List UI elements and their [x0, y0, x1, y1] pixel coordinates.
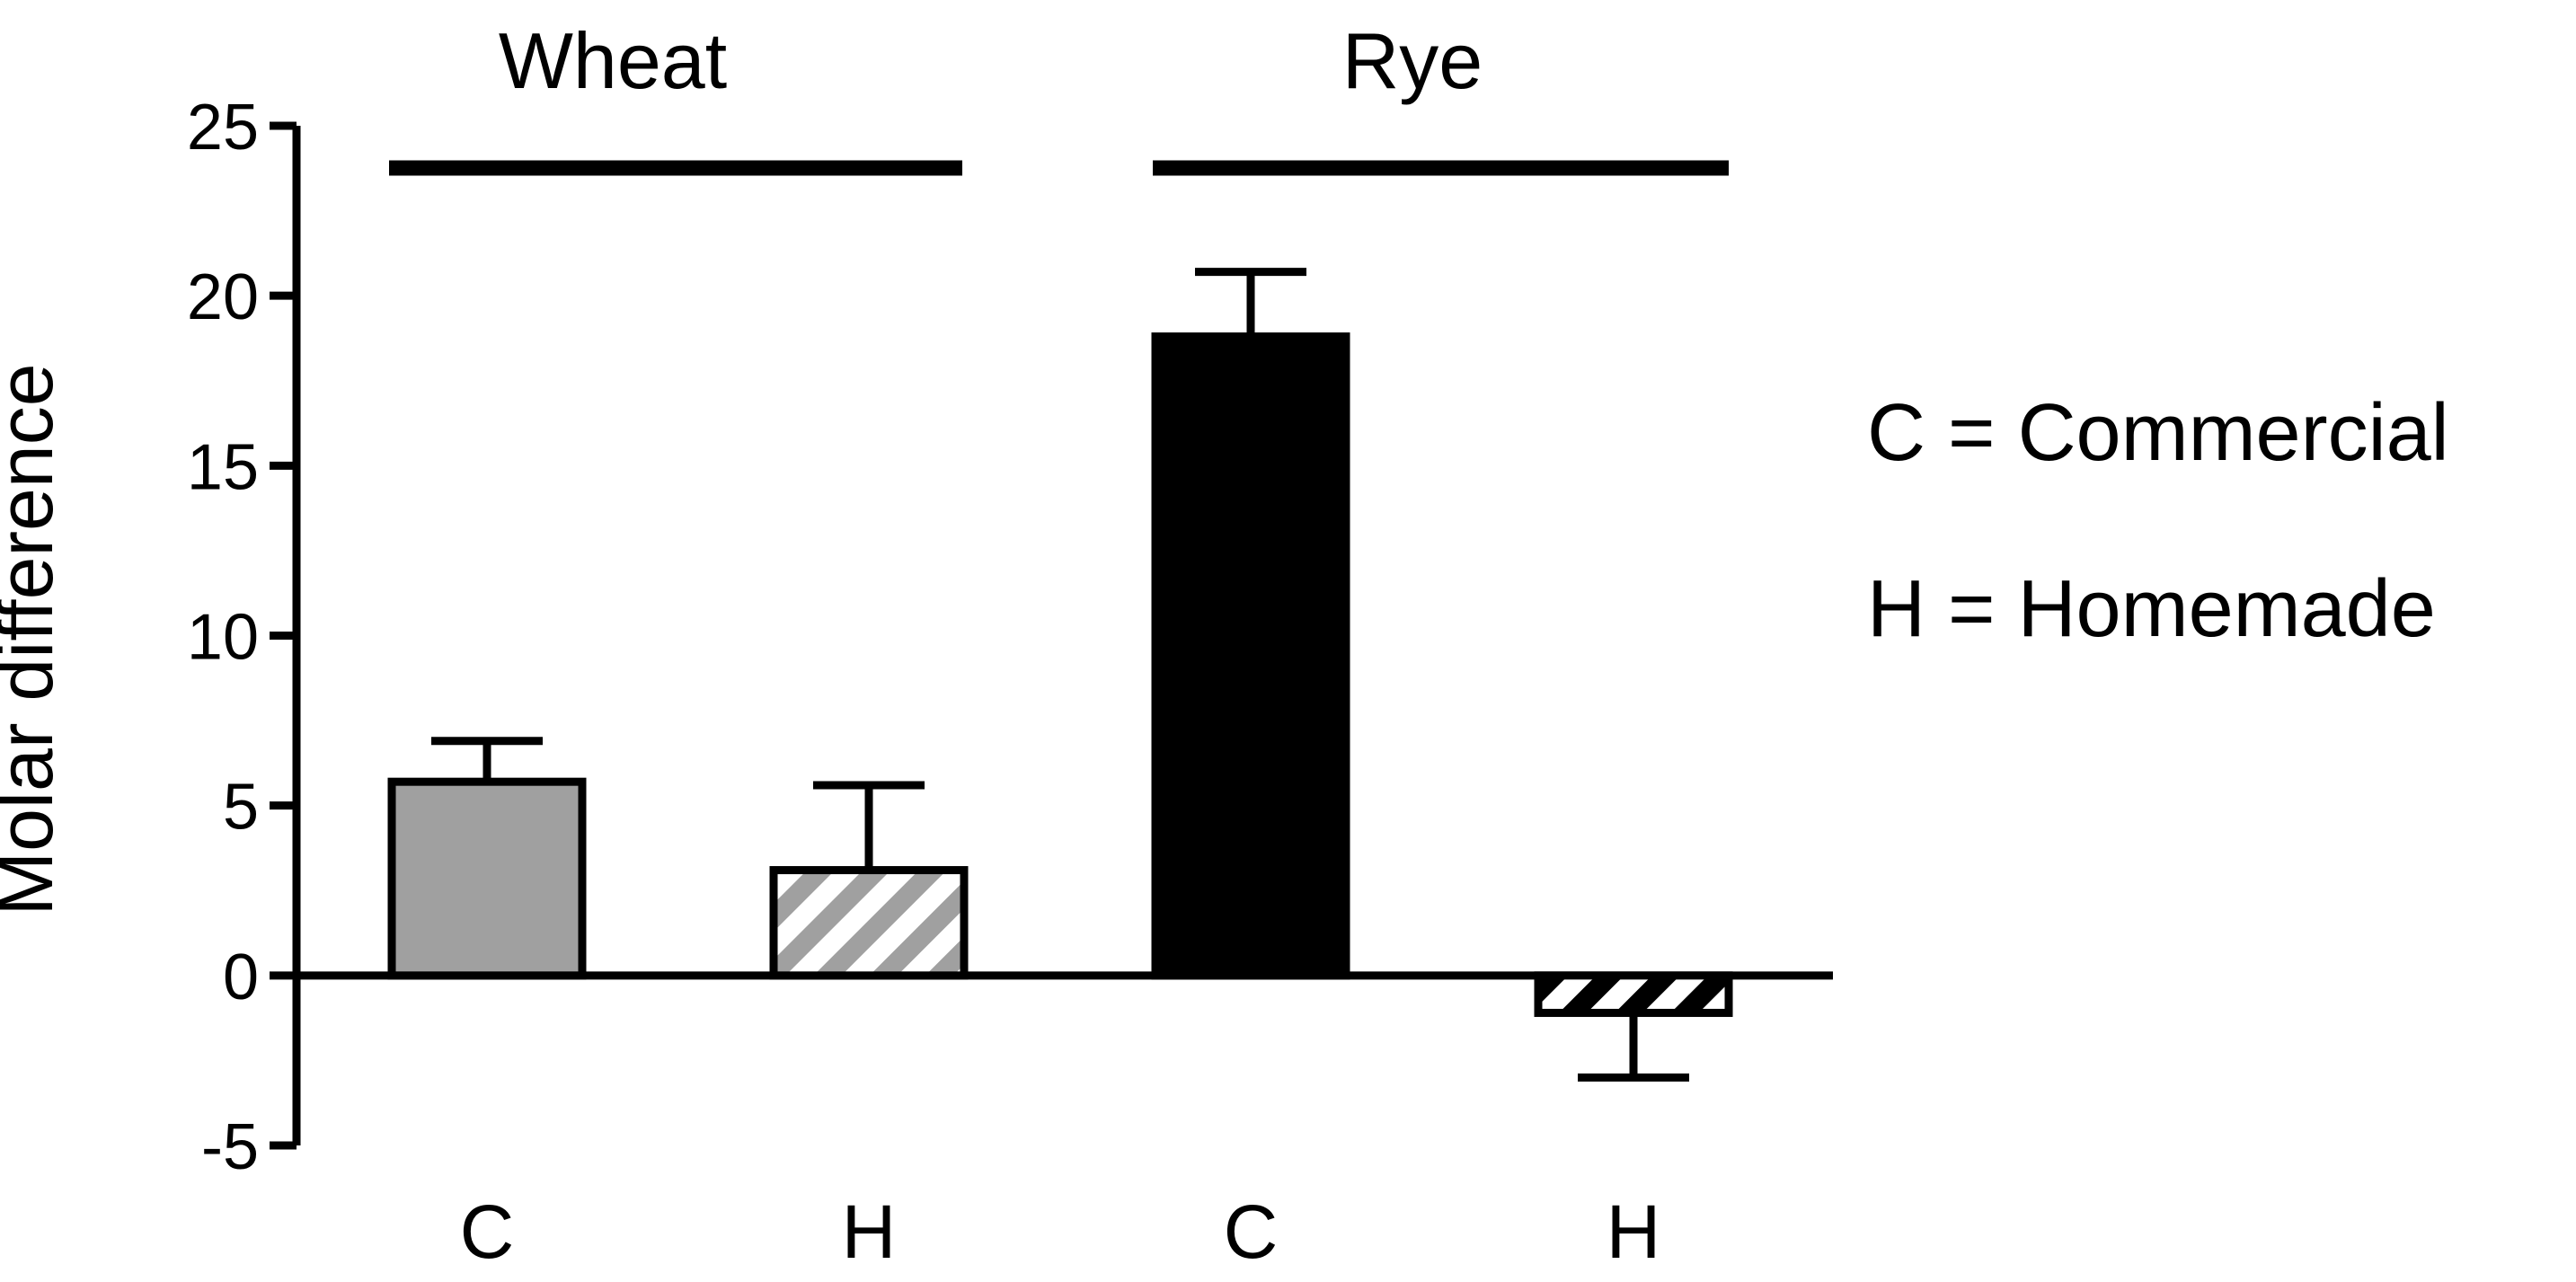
y-axis-title: Molar difference: [0, 363, 69, 915]
legend-entry-commercial: C = Commercial: [1867, 388, 2449, 478]
y-tick-label: 25: [187, 92, 259, 164]
bars: [387, 332, 1733, 1017]
group-label: Wheat: [499, 16, 727, 105]
group-labels: Wheat Rye: [389, 16, 1729, 176]
y-tick-label: 15: [187, 431, 259, 503]
group-label: Rye: [1342, 16, 1483, 105]
legend: C = Commercial H = Homemade: [1867, 388, 2449, 654]
category-label: C: [460, 1189, 515, 1274]
category-label: H: [1607, 1189, 1661, 1274]
error-bars: [431, 268, 1689, 1082]
y-tick-label: 10: [187, 602, 259, 674]
y-axis: 25 20 15 10 5 0 -5: [187, 92, 301, 1183]
bar: [769, 866, 969, 980]
y-tick-label: 0: [223, 942, 259, 1013]
bar: [1151, 332, 1350, 980]
y-tick-label: -5: [201, 1111, 259, 1183]
bar: [1534, 971, 1733, 1017]
category-label: C: [1224, 1189, 1279, 1274]
y-tick-label: 5: [223, 772, 259, 844]
category-label: H: [842, 1189, 897, 1274]
legend-entry-homemade: H = Homemade: [1867, 564, 2436, 654]
y-tick-label: 20: [187, 261, 259, 333]
bar: [387, 777, 587, 980]
